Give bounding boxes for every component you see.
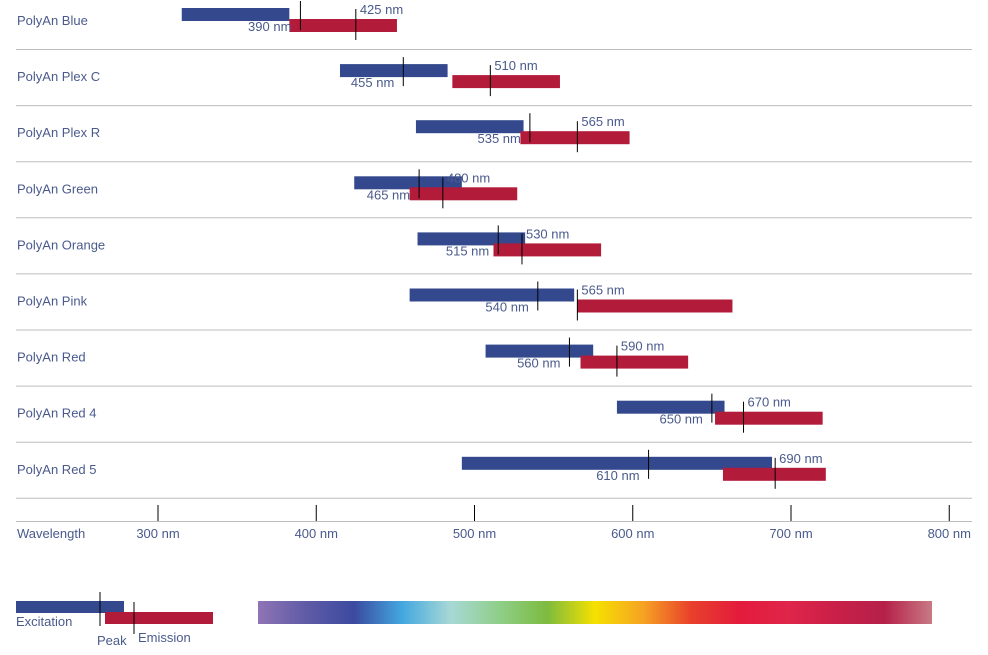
- emission-bar: [289, 19, 397, 32]
- dye-row: PolyAn Plex C 455 nm 510 nm: [16, 57, 972, 107]
- legend-emission-bar: [105, 612, 213, 624]
- excitation-bar: [485, 344, 594, 358]
- legend-peak-label: Peak: [97, 633, 127, 648]
- excitation-bar: [461, 456, 773, 470]
- dye-name: PolyAn Green: [17, 181, 98, 196]
- legend: Excitation Peak Emission: [16, 592, 932, 648]
- wavelength-axis: Wavelength 300 nm 400 nm 500 nm 600 nm 700 nm…: [16, 505, 972, 541]
- x-tick-label: 500 nm: [453, 526, 496, 541]
- emission-peak-label: 425 nm: [360, 2, 403, 17]
- dye-row: PolyAn Red 4 650 nm 670 nm: [16, 393, 972, 443]
- excitation-bar: [354, 176, 462, 190]
- x-tick-label: 600 nm: [611, 526, 654, 541]
- emission-bar: [580, 355, 689, 369]
- emission-bar: [452, 75, 560, 89]
- emission-peak-label: 670 nm: [748, 395, 791, 410]
- x-tick-label: 400 nm: [295, 526, 338, 541]
- dye-name: PolyAn Pink: [17, 294, 88, 309]
- legend-emission-label: Emission: [138, 630, 191, 645]
- axis-title: Wavelength: [17, 526, 85, 541]
- emission-bar: [715, 411, 823, 425]
- emission-bar: [520, 131, 630, 145]
- dye-row: PolyAn Red 560 nm 590 nm: [16, 337, 972, 387]
- dye-name: PolyAn Plex R: [17, 125, 100, 140]
- legend-excitation-label: Excitation: [16, 614, 72, 629]
- dye-row: PolyAn Green 465 nm 480 nm: [16, 169, 972, 219]
- dye-name: PolyAn Plex C: [17, 69, 100, 84]
- dye-name: PolyAn Orange: [17, 237, 105, 252]
- emission-peak-label: 565 nm: [581, 114, 624, 129]
- excitation-bar: [339, 64, 448, 78]
- excitation-peak-label: 610 nm: [596, 468, 639, 483]
- excitation-peak-label: 540 nm: [485, 300, 528, 315]
- excitation-bar: [409, 288, 575, 302]
- emission-peak-label: 510 nm: [494, 58, 537, 73]
- emission-bar: [409, 187, 518, 201]
- emission-peak-label: 480 nm: [447, 170, 490, 185]
- color-spectrum-bar: [258, 601, 932, 624]
- x-tick-label: 700 nm: [769, 526, 812, 541]
- emission-bar: [577, 299, 733, 313]
- dye-row: PolyAn Orange 515 nm 530 nm: [16, 225, 972, 275]
- excitation-peak-label: 560 nm: [517, 356, 560, 371]
- dye-row: PolyAn Plex R 535 nm 565 nm: [16, 113, 972, 163]
- emission-peak-label: 530 nm: [526, 226, 569, 241]
- excitation-peak-label: 650 nm: [660, 412, 703, 427]
- excitation-bar: [415, 120, 524, 134]
- emission-bar: [493, 243, 602, 257]
- excitation-bar: [616, 400, 725, 414]
- excitation-peak-label: 390 nm: [248, 19, 291, 34]
- emission-bar: [722, 467, 826, 481]
- dye-row: PolyAn Blue 390 nm 425 nm: [16, 1, 972, 50]
- legend-excitation-bar: [16, 601, 124, 613]
- excitation-peak-label: 465 nm: [367, 187, 410, 202]
- excitation-peak-label: 455 nm: [351, 75, 394, 90]
- x-tick-label: 300 nm: [136, 526, 179, 541]
- dye-name: PolyAn Red 5: [17, 462, 97, 477]
- dye-name: PolyAn Blue: [17, 13, 88, 28]
- x-tick-label: 800 nm: [928, 526, 971, 541]
- dye-row: PolyAn Red 5 610 nm 690 nm: [16, 449, 972, 499]
- dye-name: PolyAn Red: [17, 350, 86, 365]
- excitation-peak-label: 515 nm: [446, 243, 489, 258]
- excitation-peak-label: 535 nm: [478, 131, 521, 146]
- dye-name: PolyAn Red 4: [17, 406, 97, 421]
- emission-peak-label: 565 nm: [581, 283, 624, 298]
- dye-row: PolyAn Pink 540 nm 565 nm: [16, 281, 972, 331]
- emission-peak-label: 690 nm: [779, 451, 822, 466]
- emission-peak-label: 590 nm: [621, 339, 664, 354]
- dye-rows: PolyAn Blue 390 nm 425 nm PolyAn Plex C 455 …: [16, 1, 972, 499]
- excitation-bar: [181, 8, 290, 21]
